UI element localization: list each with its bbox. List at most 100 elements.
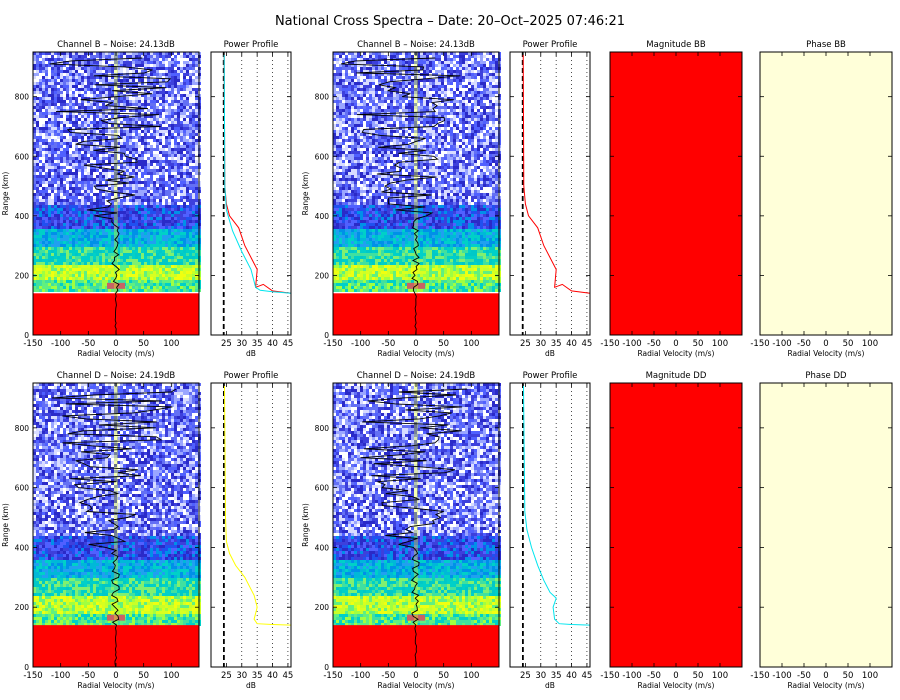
spectrum-cell: [441, 61, 444, 64]
spectrum-cell: [192, 211, 195, 214]
spectrum-cell: [42, 232, 45, 235]
spectrum-cell: [426, 58, 429, 61]
spectrum-cell: [117, 106, 120, 109]
spectrum-cell: [42, 154, 45, 157]
spectrum-cell: [120, 124, 123, 127]
spectrum-cell: [192, 79, 195, 82]
spectrum-cell: [171, 139, 174, 142]
spectrum-cell: [96, 193, 99, 196]
spectrum-cell: [60, 205, 63, 208]
spectrum-cell: [45, 136, 48, 139]
spectrum-cell: [126, 169, 129, 172]
spectrum-cell: [180, 103, 183, 106]
spectrum-cell: [150, 259, 153, 262]
spectrum-cell: [39, 94, 42, 97]
spectrum-cell: [78, 166, 81, 169]
spectrum-cell: [36, 265, 39, 268]
spectrum-cell: [132, 223, 135, 226]
spectrum-cell: [162, 55, 165, 58]
spectrum-cell: [99, 136, 102, 139]
spectrum-cell: [180, 127, 183, 130]
spectrum-cell: [147, 280, 150, 283]
spectrum-cell: [45, 241, 48, 244]
spectrum-cell: [93, 208, 96, 211]
spectrum-cell: [153, 73, 156, 76]
spectrum-cell: [105, 142, 108, 145]
spectrum-cell: [111, 265, 114, 268]
spectrum-cell: [156, 127, 159, 130]
spectrum-cell: [486, 55, 489, 58]
spectrum-cell: [171, 106, 174, 109]
spectrum-cell: [81, 280, 84, 283]
spectrum-cell: [159, 226, 162, 229]
spectrum-cell: [147, 67, 150, 70]
spectrum-cell: [102, 172, 105, 175]
spectrum-cell: [87, 262, 90, 265]
spectrum-cell: [123, 124, 126, 127]
spectrum-cell: [144, 133, 147, 136]
spectrum-cell: [360, 70, 363, 73]
spectrum-cell: [42, 82, 45, 85]
spectrum-cell: [96, 268, 99, 271]
spectrum-cell: [87, 166, 90, 169]
spectrum-cell: [105, 151, 108, 154]
spectrum-cell: [192, 172, 195, 175]
spectrum-cell: [51, 88, 54, 91]
spectrum-cell: [132, 196, 135, 199]
spectrum-cell: [438, 58, 441, 61]
spectrum-cell: [150, 205, 153, 208]
spectrum-cell: [342, 58, 345, 61]
spectrum-cell: [33, 190, 36, 193]
spectrum-cell: [105, 61, 108, 64]
spectrum-cell: [141, 175, 144, 178]
spectrum-cell: [174, 61, 177, 64]
spectrum-cell: [36, 139, 39, 142]
spectrum-cell: [168, 148, 171, 151]
spectrum-cell: [54, 250, 57, 253]
spectrum-cell: [117, 289, 120, 292]
panel-spec_B2: Channel B – Noise: 24.13dB-150 -100 -50 0 50…: [301, 40, 501, 358]
spectrum-cell: [69, 202, 72, 205]
spectrum-cell: [93, 118, 96, 121]
spectrum-cell: [117, 91, 120, 94]
spectrum-cell: [165, 199, 168, 202]
spectrum-cell: [126, 172, 129, 175]
spectrum-cell: [162, 103, 165, 106]
spectrum-cell: [87, 121, 90, 124]
spectrum-cell: [180, 223, 183, 226]
spectrum-cell: [39, 76, 42, 79]
spectrum-cell: [159, 274, 162, 277]
spectrum-cell: [66, 220, 69, 223]
spectrum-cell: [105, 172, 108, 175]
spectrum-cell: [33, 58, 36, 61]
spectrum-cell: [36, 280, 39, 283]
spectrum-cell: [159, 184, 162, 187]
spectrum-cell: [186, 202, 189, 205]
spectrum-cell: [144, 193, 147, 196]
spectrum-cell: [93, 148, 96, 151]
spectrum-cell: [33, 262, 36, 265]
spectrum-cell: [180, 154, 183, 157]
spectrum-cell: [174, 103, 177, 106]
spectrum-cell: [195, 202, 198, 205]
spectrum-cell: [36, 172, 39, 175]
spectrum-cell: [105, 211, 108, 214]
spectrum-cell: [51, 154, 54, 157]
spectrum-cell: [135, 196, 138, 199]
spectrum-cell: [36, 196, 39, 199]
spectrum-cell: [150, 268, 153, 271]
spectrum-cell: [189, 112, 192, 115]
spectrum-cell: [111, 82, 114, 85]
spectrum-cell: [72, 145, 75, 148]
spectrum-cell: [57, 55, 60, 58]
spectrum-cell: [144, 238, 147, 241]
spectrum-cell: [54, 64, 57, 67]
spectrum-cell: [135, 136, 138, 139]
spectrum-cell: [141, 187, 144, 190]
spectrum-cell: [135, 268, 138, 271]
spectrum-cell: [81, 139, 84, 142]
spectrum-cell: [132, 217, 135, 220]
spectrum-cell: [117, 109, 120, 112]
spectrum-cell: [162, 235, 165, 238]
spectrum-cell: [138, 121, 141, 124]
